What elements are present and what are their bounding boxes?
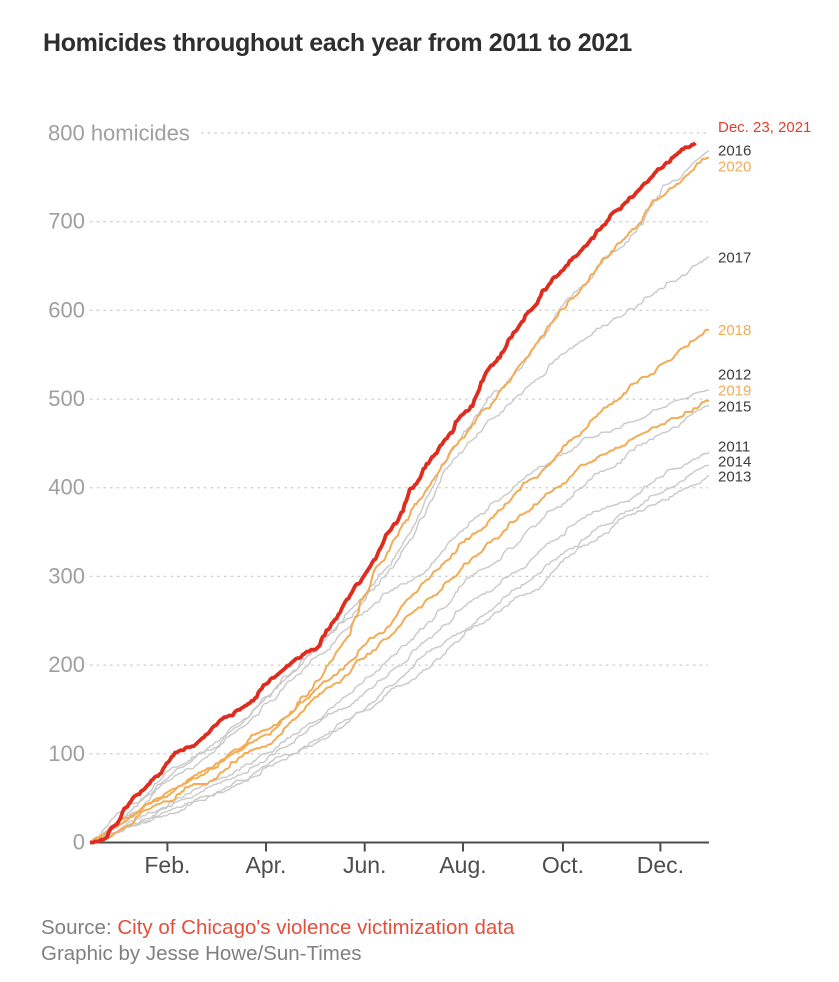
svg-text:300: 300 bbox=[48, 563, 85, 588]
svg-text:Apr.: Apr. bbox=[246, 852, 287, 878]
svg-text:800 homicides: 800 homicides bbox=[48, 121, 190, 146]
svg-text:2013: 2013 bbox=[718, 469, 751, 486]
svg-text:2016: 2016 bbox=[718, 143, 751, 160]
svg-text:2018: 2018 bbox=[718, 322, 751, 339]
svg-text:2014: 2014 bbox=[718, 454, 751, 471]
svg-text:Feb.: Feb. bbox=[144, 852, 190, 878]
svg-text:2017: 2017 bbox=[718, 250, 751, 267]
svg-text:2020: 2020 bbox=[718, 159, 751, 176]
svg-text:2011: 2011 bbox=[718, 439, 750, 456]
svg-text:Jun.: Jun. bbox=[343, 852, 386, 878]
svg-text:600: 600 bbox=[48, 297, 85, 322]
svg-text:400: 400 bbox=[48, 475, 85, 500]
svg-text:2015: 2015 bbox=[718, 399, 751, 416]
svg-text:500: 500 bbox=[48, 386, 85, 411]
svg-text:Oct.: Oct. bbox=[542, 852, 584, 878]
svg-text:200: 200 bbox=[48, 652, 85, 677]
svg-text:2012: 2012 bbox=[718, 367, 751, 384]
svg-text:Dec. 23, 2021: Dec. 23, 2021 bbox=[718, 119, 811, 136]
svg-text:Homicides throughout each year: Homicides throughout each year from 2011… bbox=[43, 29, 632, 57]
svg-text:Dec.: Dec. bbox=[637, 852, 684, 878]
svg-text:Aug.: Aug. bbox=[439, 852, 486, 878]
svg-text:Source: City of Chicago's viol: Source: City of Chicago's violence victi… bbox=[41, 916, 515, 939]
svg-text:700: 700 bbox=[48, 209, 85, 234]
svg-text:100: 100 bbox=[48, 741, 85, 766]
svg-text:2019: 2019 bbox=[718, 383, 751, 400]
svg-text:Graphic by Jesse Howe/Sun-Time: Graphic by Jesse Howe/Sun-Times bbox=[41, 942, 362, 965]
svg-text:0: 0 bbox=[73, 830, 85, 855]
